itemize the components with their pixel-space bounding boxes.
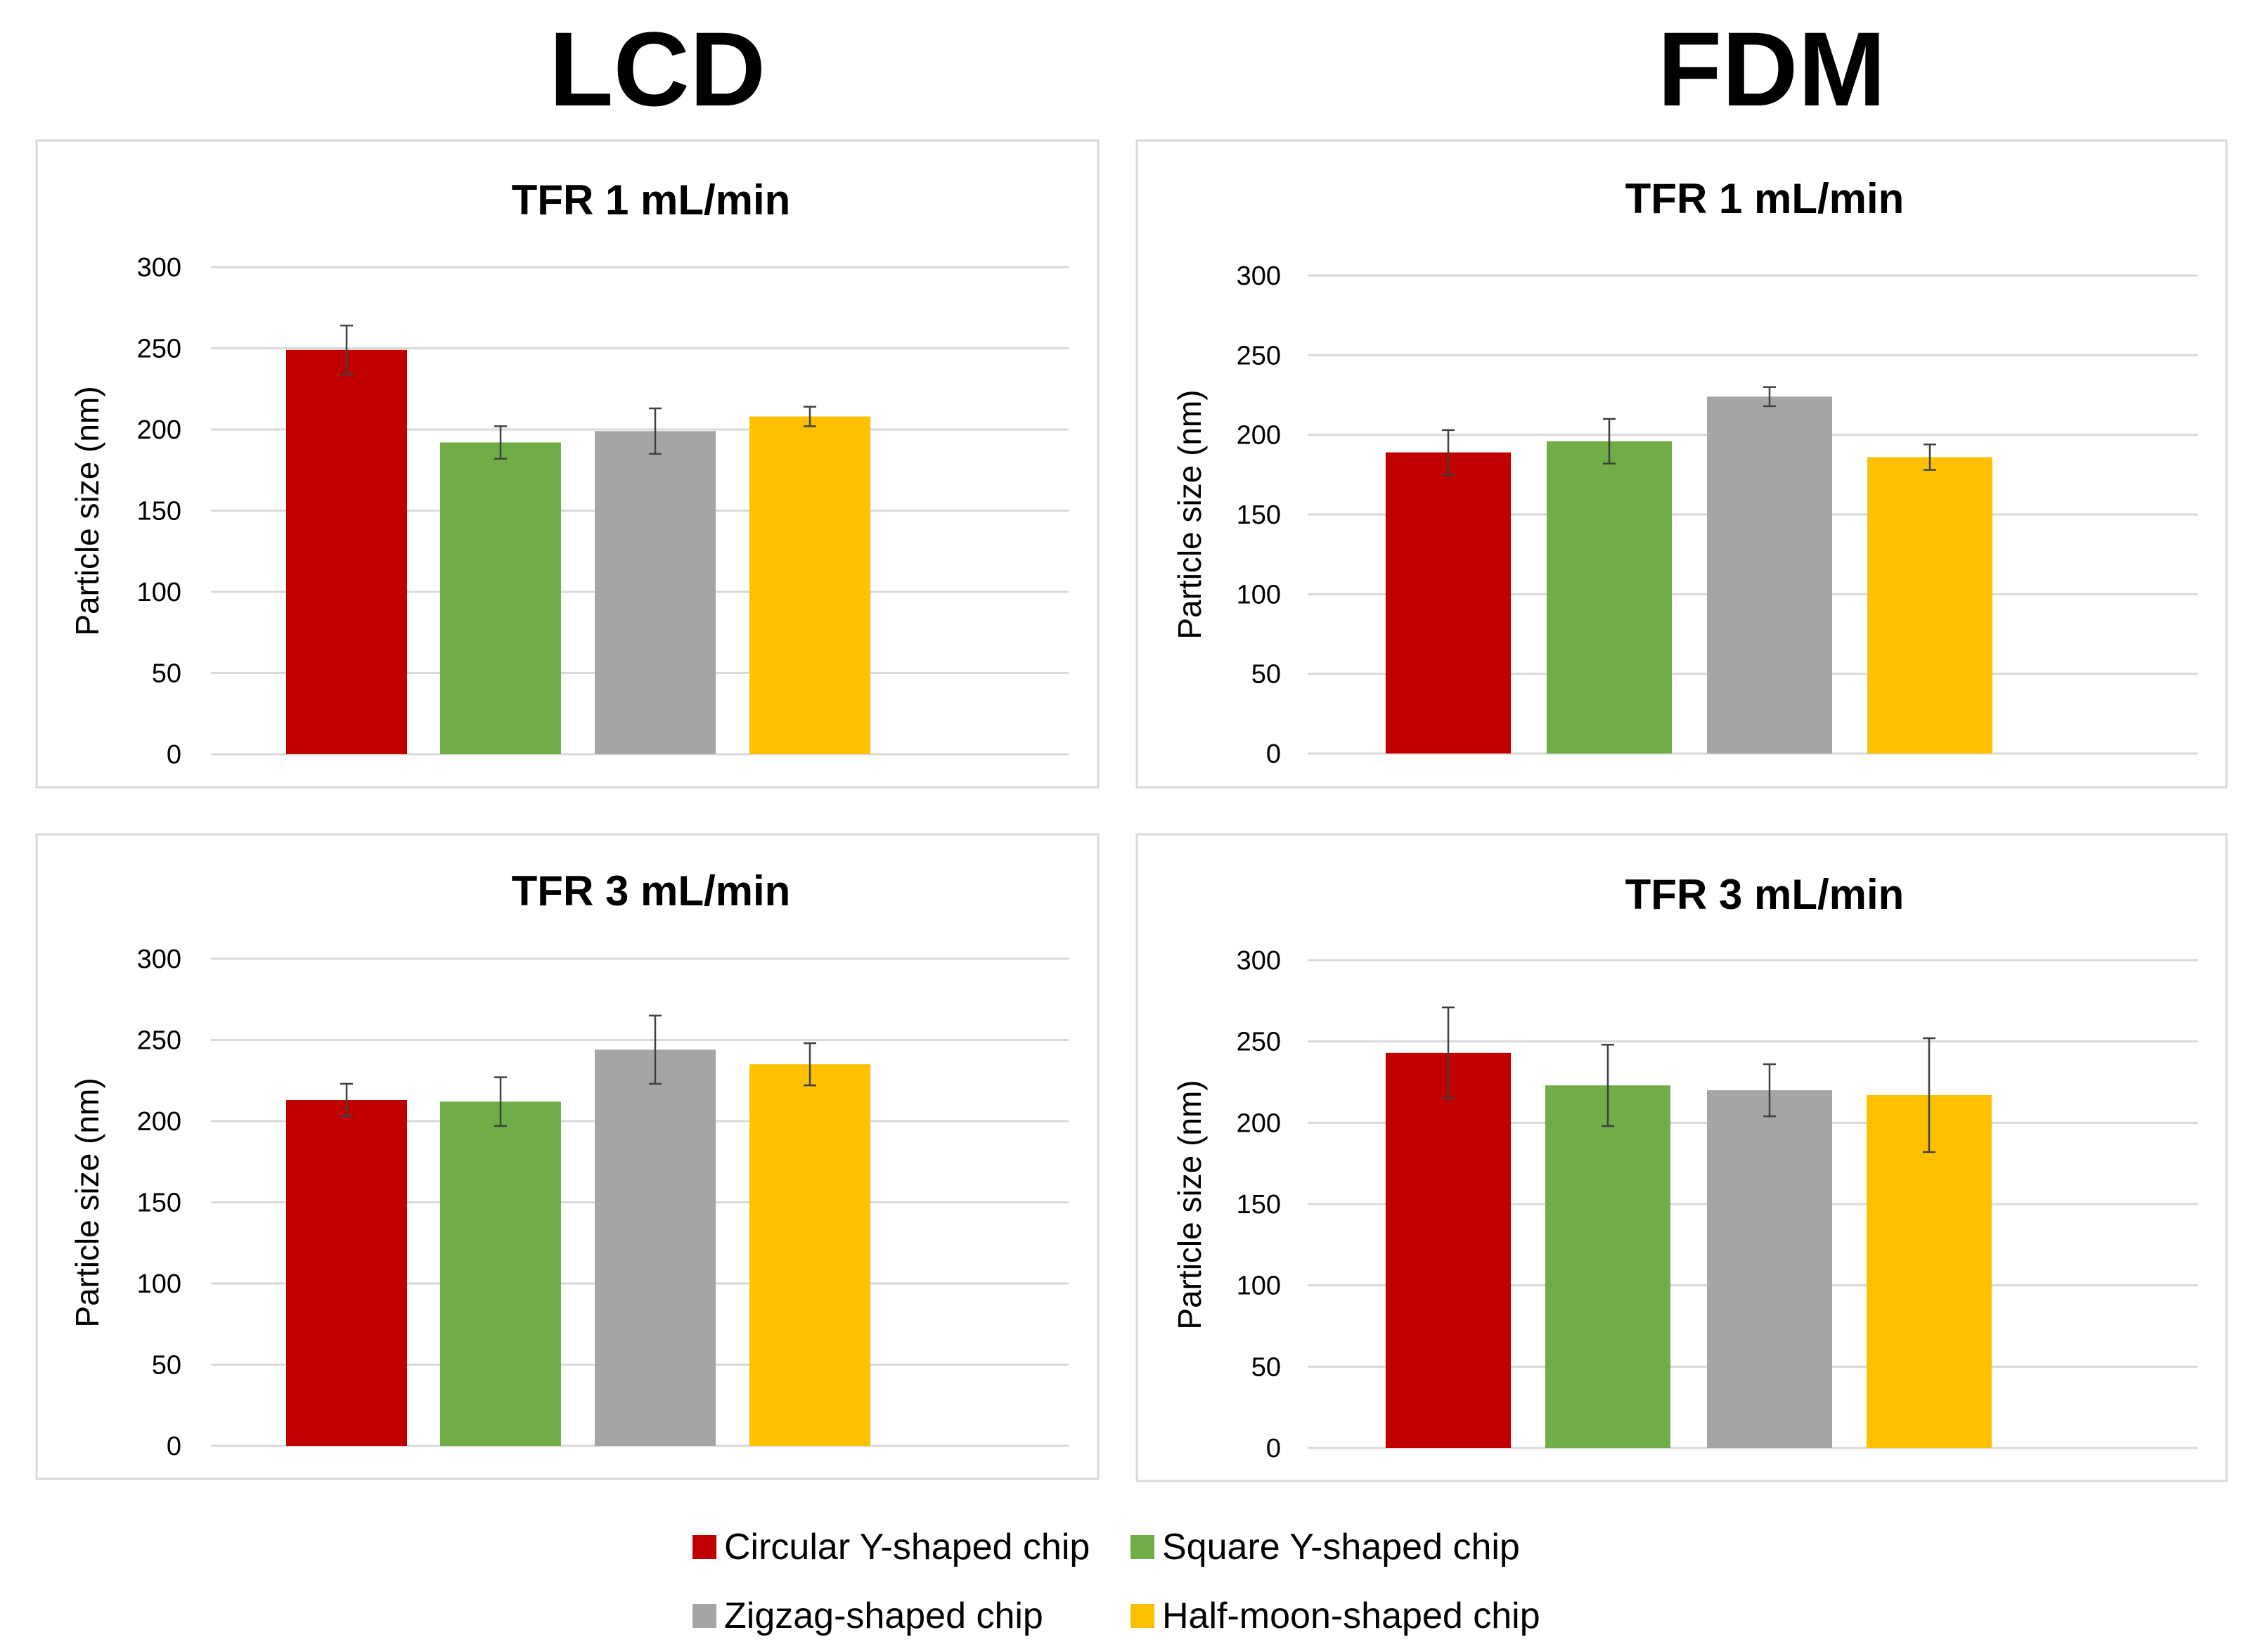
legend: Circular Y-shaped chip Square Y-shaped c… xyxy=(692,1527,1540,1636)
legend-label-half-moon: Half-moon-shaped chip xyxy=(1162,1596,1540,1636)
y-axis-label: Particle size (nm) xyxy=(69,1078,105,1327)
legend-swatch-square xyxy=(1130,1535,1154,1559)
bar xyxy=(749,416,870,754)
y-axis-label: Particle size (nm) xyxy=(1171,1080,1208,1329)
y-tick-label: 50 xyxy=(152,1351,181,1380)
y-tick-label: 100 xyxy=(137,578,181,607)
legend-label-circular: Circular Y-shaped chip xyxy=(724,1527,1090,1567)
legend-swatch-half-moon xyxy=(1130,1604,1154,1628)
y-tick-label: 300 xyxy=(137,253,181,283)
chart-title: TFR 1 mL/min xyxy=(1625,175,1905,222)
bar xyxy=(1867,1095,1992,1448)
bar xyxy=(1867,457,1992,754)
y-tick-label: 100 xyxy=(137,1269,181,1299)
y-tick-label: 50 xyxy=(1251,1352,1281,1382)
bar xyxy=(286,349,407,754)
bar xyxy=(1386,452,1511,754)
panel-border xyxy=(1135,833,2228,1482)
y-tick-label: 50 xyxy=(1251,660,1281,690)
y-tick-label: 250 xyxy=(1237,341,1281,370)
panel-border xyxy=(35,833,1100,1480)
y-axis-label: Particle size (nm) xyxy=(69,386,105,635)
bar xyxy=(1547,441,1672,754)
chart-panel: TFR 1 mL/min 0 50 100 150 200 250 300 Particle s… xyxy=(35,139,1100,789)
bar xyxy=(1707,1090,1832,1448)
panel-border xyxy=(1135,139,2228,789)
chart-title: TFR 3 mL/min xyxy=(1625,871,1905,918)
y-tick-label: 200 xyxy=(137,1107,181,1137)
y-tick-label: 150 xyxy=(1237,1190,1281,1220)
bar xyxy=(1545,1085,1670,1448)
y-tick-label: 50 xyxy=(152,659,181,689)
y-tick-label: 200 xyxy=(1237,421,1281,451)
y-tick-label: 250 xyxy=(137,1026,181,1056)
y-tick-label: 300 xyxy=(137,945,181,974)
bar xyxy=(749,1064,870,1446)
bar xyxy=(440,1101,561,1446)
column-title-fdm: FDM xyxy=(1658,10,1886,128)
bar xyxy=(595,1049,716,1446)
chart-panel: TFR 3 mL/min 0 50 100 150 200 250 300 Particle s… xyxy=(35,833,1100,1480)
y-tick-label: 100 xyxy=(1237,1272,1281,1301)
bar xyxy=(1707,396,1832,754)
legend-label-zigzag: Zigzag-shaped chip xyxy=(724,1596,1043,1636)
y-tick-label: 150 xyxy=(137,497,181,526)
panel-border xyxy=(35,139,1100,789)
y-tick-label: 250 xyxy=(137,335,181,364)
y-axis-label: Particle size (nm) xyxy=(1171,389,1208,639)
bar xyxy=(595,431,716,754)
y-tick-label: 150 xyxy=(1237,500,1281,530)
y-tick-label: 0 xyxy=(167,1432,181,1461)
bar xyxy=(1386,1052,1511,1448)
y-tick-label: 100 xyxy=(1237,580,1281,609)
y-tick-label: 0 xyxy=(1266,1434,1281,1463)
legend-swatch-zigzag xyxy=(692,1604,716,1628)
y-tick-label: 150 xyxy=(137,1189,181,1218)
y-tick-label: 0 xyxy=(167,740,181,770)
y-tick-label: 200 xyxy=(1237,1108,1281,1138)
bar xyxy=(286,1099,407,1446)
y-tick-label: 300 xyxy=(1237,261,1281,291)
chart-panel: TFR 1 mL/min 0 50 100 150 200 250 300 Particle s… xyxy=(1135,139,2228,789)
column-title-lcd: LCD xyxy=(549,10,766,128)
legend-label-square: Square Y-shaped chip xyxy=(1162,1527,1520,1567)
chart-title: TFR 1 mL/min xyxy=(512,176,791,224)
bar xyxy=(440,442,561,754)
y-tick-label: 250 xyxy=(1237,1028,1281,1057)
y-tick-label: 300 xyxy=(1237,946,1281,976)
legend-swatch-circular xyxy=(692,1535,716,1559)
chart-title: TFR 3 mL/min xyxy=(512,867,791,914)
chart-panel: TFR 3 mL/min 0 50 100 150 200 250 300 Particle s… xyxy=(1135,833,2228,1482)
y-tick-label: 200 xyxy=(137,415,181,445)
y-tick-label: 0 xyxy=(1266,739,1281,769)
